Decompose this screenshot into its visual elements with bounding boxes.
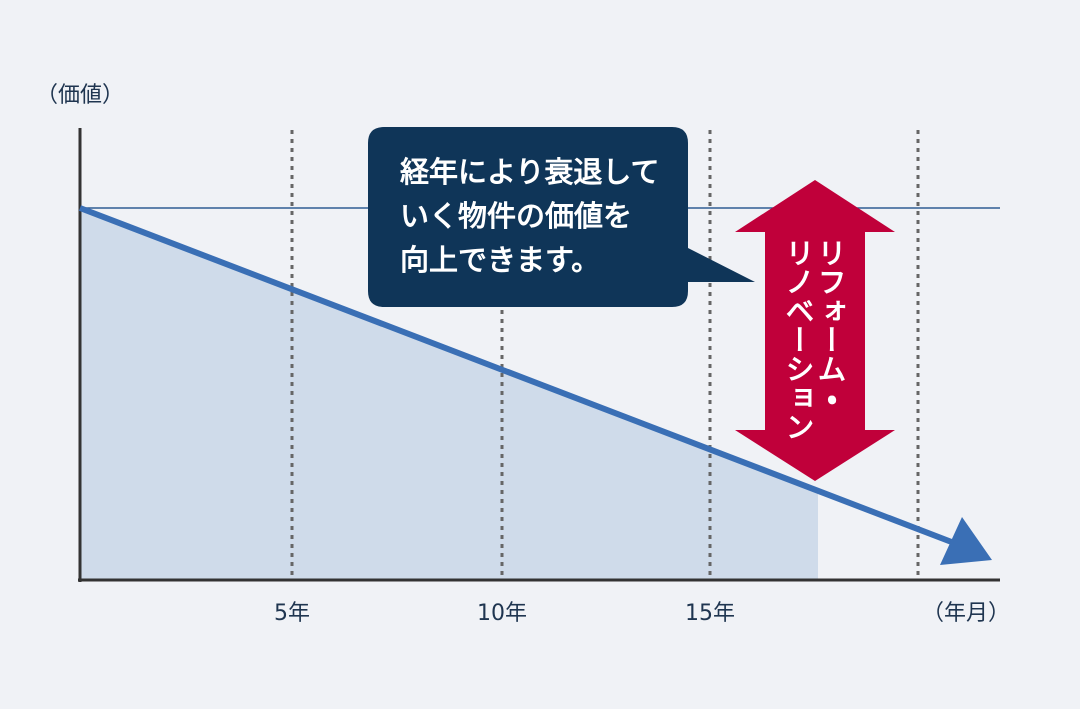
value-area [80, 208, 818, 580]
decline-line [78, 205, 964, 549]
callout-line: いく物件の価値を [400, 199, 632, 233]
callout-line: 経年により衰退して [400, 155, 660, 189]
arrow-label: リノベーション [781, 238, 815, 441]
y-axis-label: （価値） [36, 83, 124, 108]
callout-bubble [368, 127, 755, 307]
decline-arrowhead [940, 517, 992, 565]
improvement-arrow [735, 180, 895, 481]
arrow-label: リフォーム・ [813, 238, 847, 412]
callout-line: 向上できます。 [400, 243, 600, 277]
x-tick-label: 10年 [477, 601, 527, 626]
x-tick-label: 5年 [274, 601, 310, 626]
x-axis-label: （年月） [922, 601, 1010, 626]
x-tick-label: 15年 [685, 601, 735, 626]
